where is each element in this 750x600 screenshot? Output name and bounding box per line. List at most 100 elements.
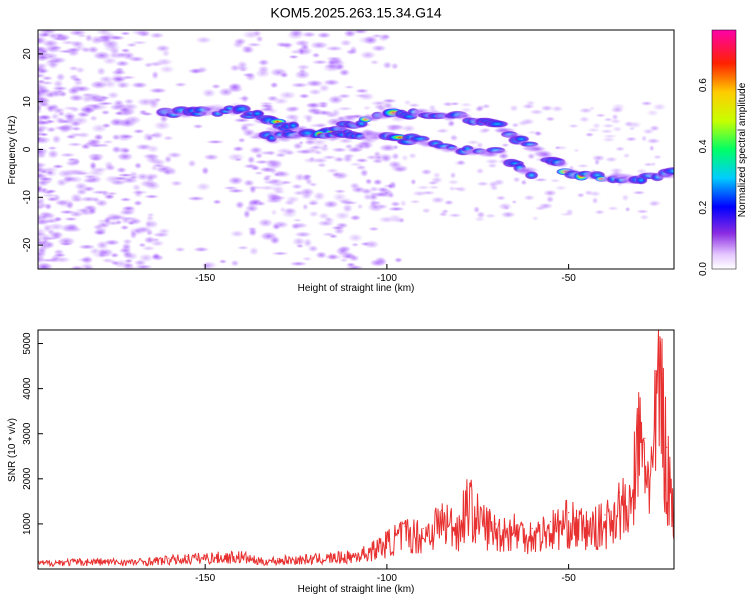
noise-blob	[578, 107, 594, 114]
trace-blob-lower-trace	[524, 171, 539, 180]
noise-blob	[465, 139, 481, 145]
noise-blob	[421, 207, 432, 214]
noise-blob	[349, 182, 361, 190]
noise-blob	[114, 60, 131, 68]
noise-blob	[65, 200, 75, 210]
noise-blob	[322, 199, 340, 209]
noise-blob	[68, 30, 88, 37]
noise-blob	[108, 179, 128, 186]
noise-blob	[321, 154, 338, 160]
snr-point	[259, 559, 261, 561]
noise-blob	[46, 196, 59, 202]
noise-blob	[578, 115, 591, 123]
noise-blob	[41, 31, 50, 38]
noise-blob	[512, 176, 521, 183]
noise-blob	[100, 109, 111, 116]
spectrogram-y-tick-label: -10	[22, 190, 33, 205]
noise-blob	[316, 101, 330, 106]
noise-blob	[82, 174, 97, 180]
noise-blob	[111, 145, 122, 154]
noise-blob	[364, 178, 373, 185]
noise-blob	[231, 145, 245, 152]
noise-blob	[333, 189, 347, 194]
noise-blob	[302, 173, 314, 179]
noise-blob	[98, 75, 114, 84]
noise-blob	[143, 194, 160, 199]
spectrogram-x-label: Height of straight line (km)	[298, 283, 415, 294]
snr-point	[549, 521, 552, 523]
noise-blob	[143, 62, 154, 68]
noise-blob	[226, 188, 246, 194]
colorbar-tick-label: 0.2	[698, 200, 709, 214]
noise-blob	[591, 196, 599, 205]
noise-blob	[420, 168, 433, 176]
noise-blob	[149, 133, 158, 138]
noise-blob	[134, 143, 154, 151]
trace-blob-upper-trace	[661, 166, 674, 176]
noise-blob	[521, 103, 536, 110]
noise-blob	[283, 149, 296, 156]
noise-blob	[71, 76, 83, 83]
noise-blob	[316, 162, 328, 168]
noise-blob	[609, 106, 625, 114]
snr-point	[131, 560, 134, 562]
spectrogram-x-tick-label: -150	[195, 273, 215, 284]
noise-blob	[237, 137, 246, 144]
snr-point	[404, 525, 406, 527]
noise-blob	[449, 101, 461, 106]
noise-blob	[473, 215, 486, 223]
noise-blob	[51, 134, 62, 145]
noise-blob	[336, 93, 352, 99]
noise-blob	[38, 163, 45, 174]
noise-blob	[601, 123, 616, 129]
noise-blob	[248, 246, 260, 256]
noise-blob	[192, 123, 204, 129]
noise-blob	[311, 109, 323, 116]
noise-blob	[254, 152, 264, 159]
noise-blob	[449, 171, 457, 180]
noise-blob	[187, 159, 197, 168]
noise-blob	[38, 179, 53, 185]
noise-blob	[611, 125, 623, 133]
snr-y-tick-label: 2000	[22, 467, 33, 490]
noise-blob	[66, 86, 81, 96]
noise-blob	[263, 174, 273, 179]
noise-blob	[44, 202, 53, 211]
noise-blob	[652, 154, 663, 160]
snr-point	[513, 521, 515, 523]
noise-blob	[389, 200, 402, 208]
noise-blob	[38, 88, 43, 99]
snr-point	[651, 455, 653, 457]
noise-blob	[119, 197, 133, 202]
noise-blob	[122, 117, 133, 127]
noise-blob	[330, 107, 341, 118]
colorbar-ticks: 0.0 0.2 0.4 0.6	[698, 78, 709, 276]
noise-blob	[70, 168, 89, 177]
noise-blob	[298, 93, 311, 99]
snr-point	[568, 512, 570, 514]
snr-point	[586, 521, 588, 523]
noise-blob	[64, 159, 81, 167]
noise-blob	[38, 55, 51, 60]
noise-blob	[614, 146, 626, 152]
noise-blob	[648, 144, 655, 152]
noise-blob	[295, 63, 311, 71]
noise-blob	[356, 203, 364, 210]
snr-point	[313, 556, 315, 558]
noise-blob	[166, 151, 183, 159]
noise-blob	[116, 152, 134, 162]
noise-blob	[599, 128, 614, 134]
noise-blob	[349, 214, 362, 222]
noise-blob	[41, 237, 50, 246]
noise-blob	[359, 50, 377, 60]
noise-blob	[567, 123, 580, 129]
noise-blob	[201, 88, 217, 98]
noise-blob	[371, 157, 385, 165]
noise-blob	[248, 146, 264, 155]
noise-blob	[94, 198, 109, 208]
noise-blob	[537, 202, 554, 210]
noise-blob	[96, 66, 107, 77]
noise-blob	[474, 106, 484, 113]
noise-blob	[236, 245, 250, 251]
